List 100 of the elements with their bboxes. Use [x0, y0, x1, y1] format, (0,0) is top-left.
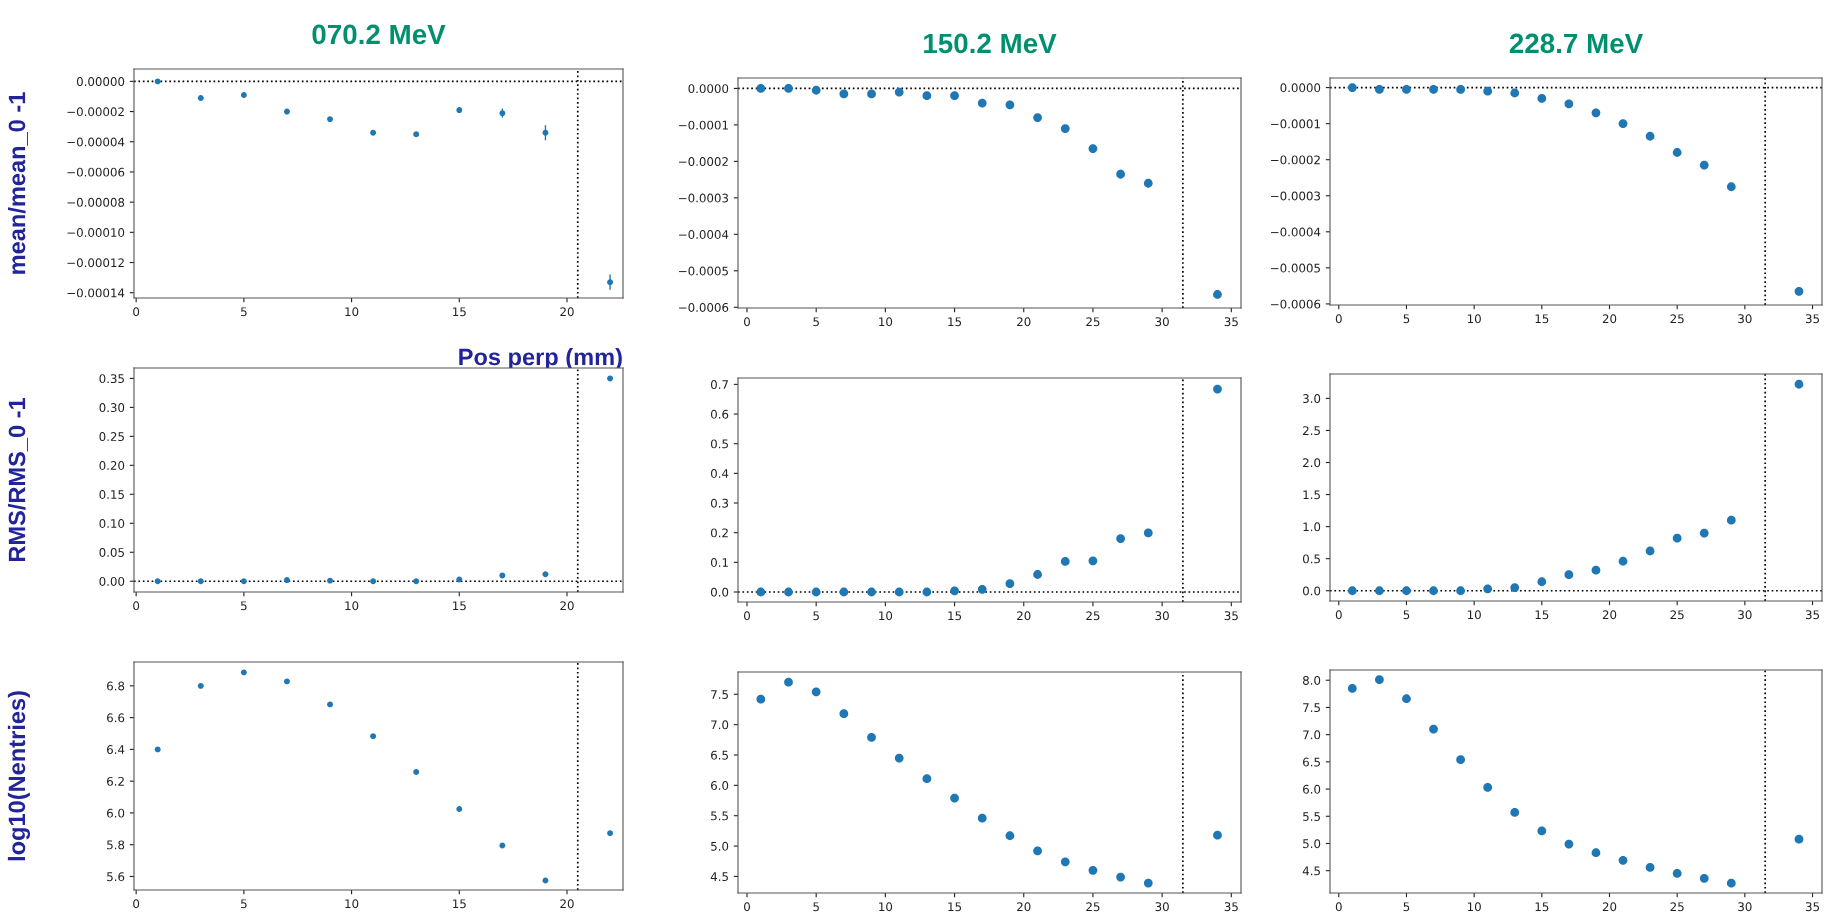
x-tick-label: 20: [1017, 317, 1031, 327]
y-tick-label: 7.5: [711, 690, 728, 699]
y-tick-label: 2.0: [1303, 458, 1321, 468]
y-tick-label: −0.00006: [67, 167, 125, 177]
x-tick-label: 0: [1335, 610, 1342, 620]
x-tick-label: 25: [1086, 317, 1100, 327]
y-tick-label: 0.0000: [688, 84, 729, 94]
y-tick-label: −0.00008: [67, 197, 125, 207]
y-tick-label: 6.8: [107, 681, 125, 691]
x-tick-label: 30: [1738, 902, 1752, 912]
y-tick-label: −0.00012: [67, 258, 124, 268]
y-tick-label: 0.30: [99, 403, 125, 413]
x-tick-label: 20: [1602, 610, 1617, 620]
y-tick-label: 0.00: [99, 576, 125, 586]
x-tick-label: 20: [1017, 611, 1031, 621]
y-tick-label: −0.0002: [679, 157, 728, 167]
x-tick-label: 20: [560, 899, 574, 909]
x-tick-label: 0: [1335, 314, 1342, 324]
y-tick-label: 7.0: [711, 720, 729, 730]
x-tick-label: 20: [560, 601, 574, 611]
x-tick-label: 10: [1467, 902, 1481, 912]
x-tick-label: 30: [1738, 610, 1752, 620]
x-tick-label: 25: [1086, 902, 1100, 912]
x-tick-label: 5: [813, 317, 819, 327]
y-tick-label: −0.00002: [67, 107, 124, 117]
x-tick-label: 15: [453, 307, 466, 317]
y-tick-label: 0.25: [99, 432, 124, 442]
x-tick-label: 10: [1467, 610, 1481, 620]
y-tick-label: −0.0004: [1271, 227, 1321, 237]
x-tick-label: 10: [879, 902, 893, 912]
x-tick-label: 35: [1224, 902, 1238, 912]
y-tick-label: 6.6: [107, 713, 125, 723]
x-tick-label: 10: [345, 899, 359, 909]
y-tick-label: 6.0: [107, 808, 125, 818]
y-tick-label: 0.6: [710, 409, 729, 419]
x-tick-label: 0: [133, 307, 140, 317]
y-tick-label: 5.5: [1303, 812, 1320, 821]
y-tick-label: −0.00004: [67, 137, 125, 147]
y-tick-label: −0.00010: [67, 228, 125, 237]
x-tick-label: 10: [1467, 314, 1481, 324]
x-tick-label: 30: [1155, 317, 1169, 327]
y-tick-label: 0.10: [99, 519, 125, 528]
chart-title: 070.2 MeV: [312, 24, 446, 45]
y-tick-label: −0.0005: [679, 266, 728, 276]
y-tick-label: 0.5: [1302, 554, 1320, 564]
x-tick-label: 20: [560, 307, 574, 317]
x-tick-label: 5: [1403, 314, 1410, 324]
y-tick-label: 0.0000: [1280, 83, 1321, 93]
y-tick-label: −0.0004: [679, 230, 729, 239]
x-tick-label: 10: [879, 317, 893, 327]
y-tick-label: −0.0006: [1271, 299, 1321, 309]
y-tick-label: 5.5: [711, 811, 728, 821]
y-tick-label: 0.0: [710, 587, 729, 597]
y-tick-label: 6.5: [711, 750, 728, 760]
x-tick-label: 15: [1535, 902, 1549, 912]
x-tick-label: 15: [948, 611, 962, 621]
x-tick-label: 5: [1403, 610, 1410, 620]
y-tick-label: 0.7: [710, 380, 728, 390]
y-tick-label: 8.0: [1303, 675, 1321, 685]
x-tick-label: 0: [744, 902, 750, 912]
x-tick-label: 10: [345, 307, 359, 317]
x-tick-label: 30: [1155, 611, 1169, 621]
chart-title: 150.2 MeV: [924, 33, 1057, 54]
y-tick-label: −0.0005: [1271, 263, 1320, 273]
x-tick-label: 5: [241, 307, 247, 317]
x-tick-label: 35: [1805, 314, 1820, 324]
x-tick-label: 15: [453, 899, 466, 909]
y-tick-label: 4.5: [1302, 866, 1320, 876]
y-tick-label: −0.0006: [679, 302, 729, 312]
y-tick-label: 4.5: [710, 872, 728, 882]
x-tick-label: 35: [1805, 902, 1820, 912]
x-tick-label: 25: [1670, 314, 1684, 324]
y-tick-label: 5.0: [1303, 839, 1321, 849]
x-tick-label: 15: [453, 601, 466, 611]
y-tick-label: 0.5: [710, 439, 728, 449]
x-tick-label: 5: [241, 899, 247, 909]
x-tick-label: 20: [1602, 314, 1617, 324]
x-tick-label: 25: [1670, 610, 1684, 620]
y-tick-label: 6.2: [107, 776, 124, 786]
y-tick-label: 6.0: [711, 781, 729, 791]
x-tick-label: 20: [1017, 902, 1031, 912]
x-tick-label: 0: [744, 317, 750, 327]
x-tick-label: 5: [813, 611, 819, 621]
y-tick-label: 0.0: [1302, 586, 1321, 596]
x-tick-label: 10: [345, 601, 359, 611]
chart-title: 228.7 MeV: [1509, 33, 1643, 54]
y-tick-label: 0.1: [710, 558, 728, 567]
x-tick-label: 15: [1535, 610, 1549, 620]
y-tick-label: 0.2: [710, 528, 728, 538]
y-tick-label: 6.0: [1303, 784, 1321, 794]
y-tick-label: 7.5: [1303, 703, 1320, 713]
x-tick-label: 15: [948, 317, 962, 327]
x-tick-label: 35: [1224, 317, 1238, 327]
y-tick-label: 5.0: [711, 841, 729, 851]
y-tick-label: −0.0001: [1271, 119, 1320, 129]
y-axis-title: log10(Nentries): [7, 691, 30, 861]
x-tick-label: 20: [1602, 902, 1617, 912]
y-tick-label: 0.4: [710, 469, 729, 479]
x-tick-label: 5: [813, 902, 819, 912]
y-tick-label: 0.00000: [76, 77, 125, 87]
